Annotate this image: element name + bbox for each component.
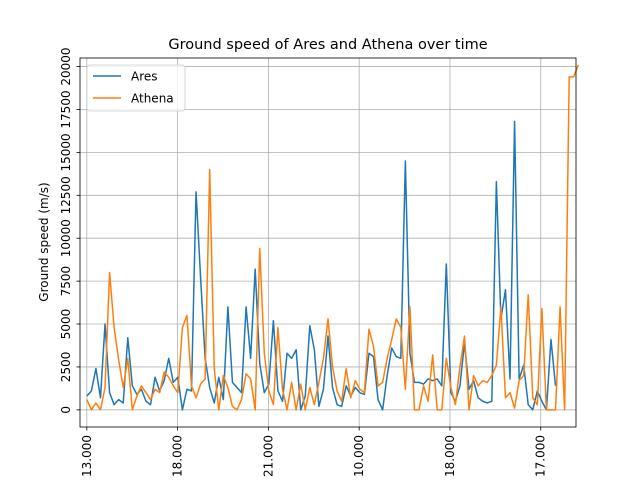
y-tick-label: 10000 [59, 219, 73, 257]
x-tick-label: 18.000 [171, 435, 185, 477]
plot-area-frame [79, 57, 577, 428]
y-tick-label: 7500 [59, 266, 73, 297]
chart-title: Ground speed of Ares and Athena over tim… [168, 37, 487, 53]
y-tick-label: 2500 [59, 352, 73, 383]
series-line-ares [86, 120, 557, 411]
legend-label-ares: Ares [131, 70, 158, 84]
y-tick-label: 17500 [59, 90, 73, 128]
grid [80, 58, 576, 427]
y-tick-label: 12500 [59, 176, 73, 214]
y-tick-label: 20000 [59, 47, 73, 85]
y-axis-label: Ground speed (m/s) [37, 182, 51, 301]
x-tick-label: 18.000 [443, 435, 457, 477]
y-tick-label: 15000 [59, 133, 73, 171]
legend-label-athena: Athena [131, 92, 174, 106]
series-line-athena [86, 64, 579, 411]
legend: Ares Athena [86, 64, 186, 112]
y-tick-label: 5000 [59, 309, 73, 340]
y-tick-label: 0 [59, 406, 73, 414]
axis-ticks: 0 2500 5000 7500 10000 12500 15000 17500 20000 13… [59, 47, 548, 477]
x-tick-label: 10.000 [352, 435, 366, 477]
x-tick-label: 13.000 [80, 435, 94, 477]
series-lines [86, 64, 579, 411]
x-tick-label: 17.000 [534, 435, 548, 477]
x-tick-label: 21.000 [261, 435, 275, 477]
